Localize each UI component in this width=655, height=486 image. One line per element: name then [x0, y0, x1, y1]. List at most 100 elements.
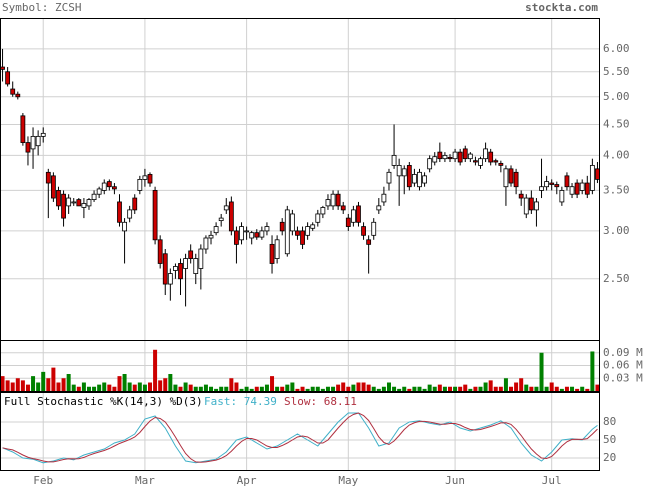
candle-body: [350, 209, 356, 223]
volume-bar: [488, 380, 493, 391]
candle-body: [76, 199, 82, 207]
candle-body: [40, 132, 46, 137]
volume-bar: [107, 384, 112, 391]
candle-body: [228, 201, 234, 232]
volume-bar: [137, 382, 142, 391]
volume-bar: [559, 388, 564, 391]
volume-bar: [239, 388, 244, 391]
volume-bar: [275, 386, 280, 391]
volume-bar: [198, 386, 203, 391]
volume-bar: [310, 386, 315, 391]
x-tick-label: Jul: [542, 474, 562, 486]
volume-bar: [417, 386, 422, 391]
candle-body: [56, 190, 61, 207]
candle-body: [508, 168, 514, 184]
volume-bar: [127, 382, 132, 391]
candle-body: [340, 205, 346, 211]
candle-body: [259, 230, 265, 238]
candle-body: [106, 181, 112, 188]
candle-body: [528, 197, 534, 211]
candle-body: [35, 135, 41, 147]
volume-bar: [458, 386, 463, 391]
volume-bar: [392, 386, 397, 391]
volume-bar: [31, 376, 36, 391]
volume-bar: [112, 386, 117, 391]
volume-bar: [163, 378, 168, 391]
panel-title: Full Stochastic %K(14,3) %D(3): [4, 395, 203, 408]
volume-bar: [473, 386, 478, 391]
volume-bar: [132, 384, 137, 391]
candle-body: [544, 181, 550, 188]
candle-body: [330, 193, 336, 207]
symbol-label: Symbol: ZCSH: [2, 1, 81, 14]
volume-bar: [346, 386, 351, 391]
volume-bar: [320, 388, 325, 391]
volume-bar: [280, 386, 285, 391]
volume-bar: [503, 378, 508, 391]
candle-body: [234, 230, 239, 245]
volume-bar: [264, 384, 269, 391]
candle-body: [300, 230, 305, 245]
volume-bar: [397, 388, 402, 391]
x-tick-label: Jun: [445, 474, 465, 486]
candle-body: [142, 175, 148, 180]
volume-bar: [209, 386, 214, 391]
candle-body: [132, 197, 138, 211]
volume-bar: [442, 386, 447, 391]
candle-body: [513, 171, 519, 188]
volume-bar: [595, 384, 600, 391]
volume-bar: [25, 384, 30, 391]
candle-body: [457, 151, 463, 163]
volume-bar: [524, 384, 529, 391]
volume-bar: [102, 382, 107, 391]
candle-body: [376, 205, 382, 211]
candle-body: [584, 182, 590, 195]
volume-bar: [290, 382, 295, 391]
volume-bar: [148, 382, 152, 391]
volume-bar: [371, 386, 376, 391]
y-tick-label: 80: [603, 415, 616, 428]
volume-bar: [142, 384, 147, 391]
volume-bar: [514, 382, 519, 391]
volume-bar: [498, 386, 503, 391]
candle-body: [244, 230, 250, 233]
y-tick-label: 0.06 M: [603, 359, 643, 372]
volume-bar: [168, 374, 173, 391]
y-tick-label: 2.50: [603, 272, 630, 285]
candle-body: [167, 273, 173, 285]
y-tick-label: 5.00: [603, 90, 630, 103]
candle-body: [427, 158, 433, 170]
volume-bar: [5, 380, 10, 391]
volume-bar: [203, 384, 208, 391]
candle-body: [218, 217, 224, 222]
volume-bar: [341, 382, 346, 391]
candle-body: [96, 188, 102, 195]
candle-body: [152, 190, 158, 241]
candle-body: [396, 165, 402, 177]
y-tick-label: 3.00: [603, 224, 630, 237]
volume-bar: [325, 386, 330, 391]
volume-bar: [381, 386, 386, 391]
candle-body: [386, 171, 392, 184]
y-tick-label: 0.09 M: [603, 346, 643, 359]
volume-bar: [153, 349, 158, 391]
volume-bar: [585, 388, 590, 391]
volume-bar: [315, 386, 320, 391]
candle-body: [488, 151, 494, 163]
y-tick-label: 50: [603, 433, 616, 446]
volume-bar: [463, 384, 468, 391]
candle-body: [213, 226, 219, 234]
volume-bar: [422, 388, 427, 391]
candle-body: [117, 201, 122, 223]
y-tick-label: 5.50: [603, 65, 630, 78]
candle-body: [45, 171, 51, 184]
candle-body: [406, 165, 412, 188]
candle-body: [122, 221, 127, 232]
volume-bar: [173, 384, 178, 391]
candle-body: [71, 201, 77, 204]
candle-body: [30, 135, 36, 150]
y-tick-label: 20: [603, 451, 616, 464]
candle-body: [66, 197, 72, 207]
candle-body: [112, 186, 117, 190]
